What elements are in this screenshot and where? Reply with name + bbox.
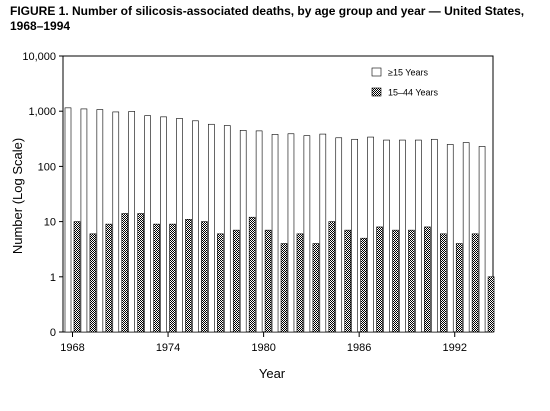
bar-age15plus-1991 <box>430 138 438 333</box>
bar-age15to44-1982 <box>296 233 304 333</box>
bar-age15plus-1976 <box>192 120 199 333</box>
bar-age15to44-1994 <box>487 276 495 333</box>
bar-age15plus-1980 <box>255 130 263 333</box>
bar-age15to44-1981 <box>280 243 288 333</box>
bar-age15plus-1985 <box>335 137 343 333</box>
x-tick-label: 1968 <box>60 342 84 354</box>
bar-age15to44-1980 <box>264 229 272 333</box>
legend-label: 15–44 Years <box>388 88 439 98</box>
bar-age15to44-1988 <box>392 229 399 333</box>
bar-age15to44-1984 <box>328 221 336 333</box>
bar-age15plus-1970 <box>96 109 104 333</box>
bar-age15plus-1989 <box>399 139 406 333</box>
x-tick-label: 1974 <box>156 342 180 354</box>
bar-age15to44-1978 <box>232 229 240 333</box>
y-axis-label: Number (Log Scale) <box>10 138 25 254</box>
legend-swatch <box>371 67 382 77</box>
bar-age15plus-1974 <box>160 116 167 333</box>
bar-age15to44-1975 <box>185 219 192 333</box>
legend-swatch <box>371 87 382 97</box>
y-tick-label: 0 <box>50 327 56 339</box>
x-tick-label: 1992 <box>442 342 466 354</box>
y-tick-label: 10,000 <box>22 51 56 63</box>
bar-age15to44-1987 <box>376 226 383 333</box>
x-axis-label: Year <box>259 366 286 381</box>
bar-age15to44-1990 <box>424 226 431 333</box>
bar-age15plus-1977 <box>208 123 215 333</box>
bar-age15to44-1986 <box>360 237 367 333</box>
bar-age15plus-1994 <box>478 146 486 333</box>
bar-age15plus-1984 <box>319 133 327 333</box>
bar-age15plus-1990 <box>415 139 422 333</box>
chart-title: FIGURE 1. Number of silicosis-associated… <box>10 4 525 33</box>
bar-age15to44-1993 <box>471 233 479 333</box>
legend-label: ≥15 Years <box>388 68 428 78</box>
bar-age15plus-1971 <box>112 111 120 333</box>
bar-age15to44-1979 <box>248 216 256 333</box>
bar-age15to44-1970 <box>105 223 113 333</box>
bar-age15plus-1972 <box>128 111 136 333</box>
bar-age15to44-1976 <box>201 221 208 333</box>
bar-age15to44-1969 <box>89 233 97 333</box>
bar-age15to44-1977 <box>217 233 224 333</box>
plot-area: 0 1 10 100 1,000 10,000 1968 1974 1980 1986 1992 Ye… <box>10 51 495 381</box>
y-tick-label: 100 <box>38 161 56 173</box>
bar-age15to44-1968 <box>73 221 81 333</box>
bar-age15plus-1969 <box>80 108 88 333</box>
bar-age15to44-1972 <box>137 213 145 333</box>
x-tick-label: 1980 <box>251 342 275 354</box>
bar-age15plus-1968 <box>64 107 72 333</box>
bar-age15to44-1971 <box>121 213 129 333</box>
bar-age15plus-1987 <box>367 136 374 333</box>
bar-age15to44-1983 <box>312 243 320 333</box>
bar-age15to44-1973 <box>153 223 160 333</box>
y-tick-label: 10 <box>44 217 56 229</box>
bar-age15plus-1986 <box>351 138 358 333</box>
bar-age15plus-1978 <box>223 125 231 333</box>
bar-age15to44-1989 <box>408 229 415 333</box>
bar-age15to44-1991 <box>439 233 447 333</box>
bar-age15to44-1974 <box>169 223 176 333</box>
bar-age15plus-1988 <box>383 139 390 333</box>
bar-age15plus-1981 <box>271 134 279 333</box>
bar-age15plus-1979 <box>239 130 247 333</box>
bar-age15plus-1992 <box>446 144 454 333</box>
bar-age15plus-1983 <box>303 135 311 333</box>
bar-age15to44-1985 <box>344 229 352 333</box>
bar-age15plus-1975 <box>176 118 183 333</box>
bar-age15plus-1973 <box>144 115 151 333</box>
y-tick-label: 1 <box>50 272 56 284</box>
bar-age15plus-1982 <box>287 133 295 333</box>
bar-age15plus-1993 <box>462 142 470 333</box>
bar-age15to44-1992 <box>455 243 463 333</box>
x-tick-label: 1986 <box>347 342 371 354</box>
y-tick-label: 1,000 <box>28 106 56 118</box>
